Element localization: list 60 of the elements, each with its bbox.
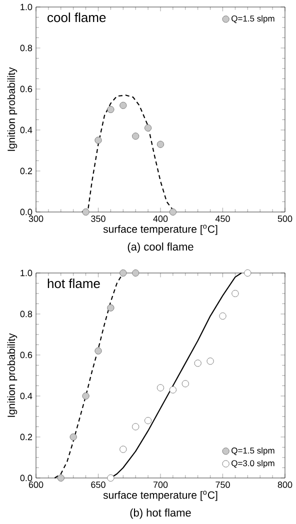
point [107,106,114,114]
point [232,290,239,298]
x-axis-title: surface temperature [$^{o}$C] [103,224,218,235]
y-tick-label: 0.4 [20,126,32,134]
x-tick-label: 350 [91,216,106,222]
point [244,269,252,277]
x-tick-label: 700 [153,482,168,488]
text: (a) cool flame [128,242,194,253]
point [156,140,164,148]
point [70,433,77,441]
y-tick-label: 1.0 [20,4,32,10]
x-axis-title: surface temperature [$^{o}$C] [103,490,218,501]
y-tick-label: 0.2 [20,434,32,440]
x-tick-label: 750 [216,482,230,488]
x-tick-label: 600 [28,482,44,488]
annotation: hot flame [48,278,100,288]
y-tick-label: 0.8 [20,44,32,52]
y-tick-label: 0.6 [20,86,32,92]
point [82,208,90,216]
y-axis-title: Ignition probability [7,333,18,417]
point [107,304,114,312]
point [94,347,102,354]
point [94,136,102,144]
y-tick-label: 0.0 [20,474,32,482]
point [132,269,140,277]
point [82,392,90,400]
legend-label: Q=3.0 slpm [232,460,274,468]
point [107,474,114,482]
x-tick-label: 400 [153,216,168,222]
point [120,446,127,453]
y-tick-label: 0.2 [20,168,32,174]
point [144,124,152,132]
legend-label: Q=1.5 slpm [232,447,274,456]
point [182,380,189,388]
y-tick-label: 0.8 [20,310,32,318]
y-tick-label: 1.0 [20,270,32,276]
point [120,102,127,109]
x-tick-label: 500 [278,216,292,222]
y-tick-label: 0.6 [20,352,32,358]
point [144,417,152,424]
point [57,474,64,482]
point [206,358,214,365]
point [219,312,226,320]
y-axis-title: Ignition probability [7,67,18,151]
point [132,423,140,430]
y-tick-label: 0.4 [20,392,32,400]
text: (b) hot flame [130,508,191,519]
point [169,208,176,216]
point [132,132,140,140]
point [156,384,164,392]
point [169,386,176,394]
x-tick-label: 450 [215,216,230,222]
x-tick-label: 300 [28,216,44,222]
point [120,269,127,277]
annotation: cool flame [48,12,106,22]
y-tick-label: 0.0 [20,208,32,216]
legend-label: Q=1.5 slpm [232,15,274,24]
x-tick-label: 800 [278,482,292,488]
point [194,360,202,367]
x-tick-label: 650 [91,482,106,488]
